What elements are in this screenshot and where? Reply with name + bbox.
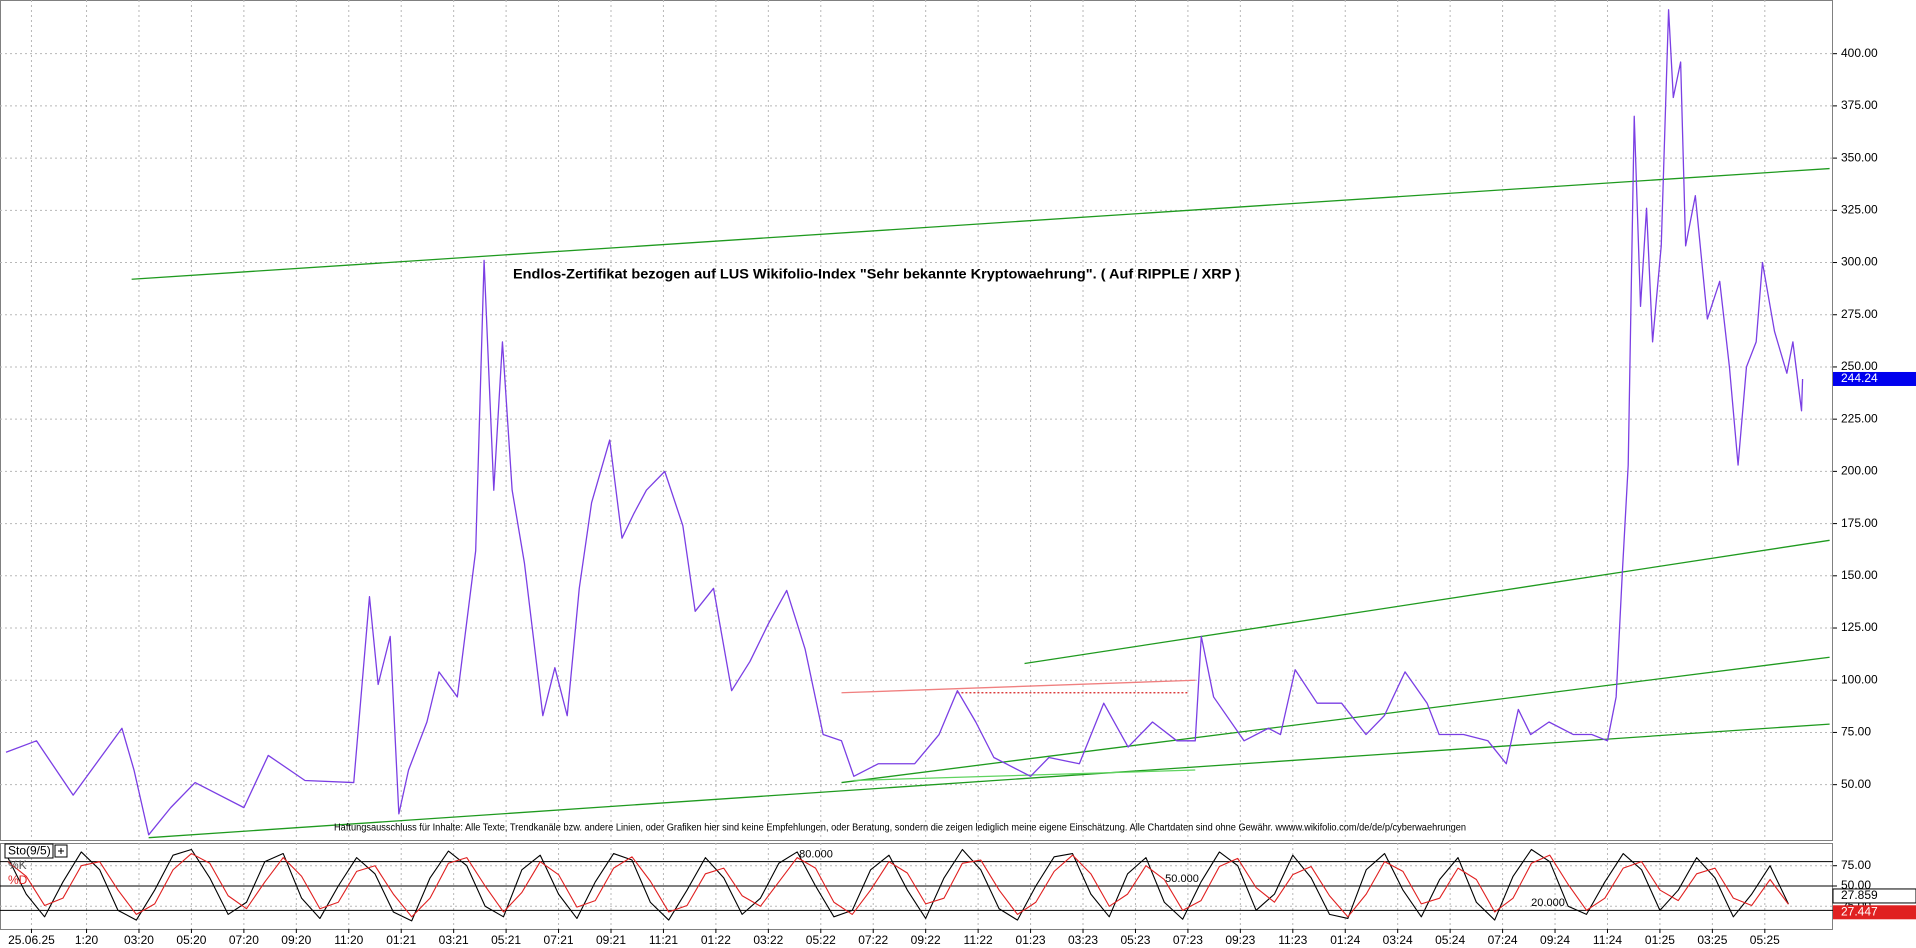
- trendline: [131, 167, 1830, 280]
- y-tick-label: 175.00: [1841, 516, 1878, 530]
- last-value-label: 27.859: [1841, 888, 1878, 902]
- y-tick-label: 375.00: [1841, 98, 1878, 112]
- trendline: [853, 769, 1196, 782]
- x-tick-label: 01:24: [1330, 933, 1360, 947]
- y-tick-label: 325.00: [1841, 202, 1878, 216]
- x-tick-label: 05:22: [806, 933, 836, 947]
- x-tick-label: 05:21: [491, 933, 521, 947]
- disclaimer: Haftungsausschluss für Inhalte: Alle Tex…: [334, 823, 1466, 834]
- x-tick-label: 11:21: [649, 933, 678, 947]
- x-tick-label: 03:21: [439, 933, 469, 947]
- x-tick-label: 1:20: [75, 933, 99, 947]
- x-tick-label: 03:22: [753, 933, 783, 947]
- level-label: 50.000: [1165, 873, 1199, 885]
- oscillator-line: [7, 853, 1789, 918]
- y-tick-label: 150.00: [1841, 568, 1878, 582]
- x-tick-label: 01:25: [1645, 933, 1675, 947]
- y-tick-label: 50.00: [1841, 777, 1871, 791]
- trendline: [1024, 539, 1830, 665]
- x-tick-label: 09:20: [281, 933, 311, 947]
- y-tick-label: 75.00: [1841, 858, 1871, 872]
- x-tick-label: 11:23: [1278, 933, 1307, 947]
- annotation: Endlos-Zertifikat bezogen auf LUS Wikifo…: [513, 266, 1240, 282]
- y-tick-label: 300.00: [1841, 255, 1878, 269]
- grid-layer: [0, 0, 1837, 933]
- oscillator-line: [7, 848, 1789, 922]
- indicator-box: [4, 843, 54, 859]
- y-tick-label: 100.00: [1841, 672, 1878, 686]
- x-tick-label: 11:22: [964, 933, 993, 947]
- x-tick-label: 03:23: [1068, 933, 1098, 947]
- y-tick-label: 225.00: [1841, 411, 1878, 425]
- panel-frame: [0, 0, 1833, 841]
- x-tick-label: 01:23: [1016, 933, 1046, 947]
- y-tick-label: 250.00: [1841, 359, 1878, 373]
- last-value-box: [1832, 888, 1916, 904]
- x-tick-label: 05:20: [176, 933, 206, 947]
- x-tick-label: 07:24: [1488, 933, 1518, 947]
- x-tick-label: 05:24: [1435, 933, 1465, 947]
- level-label: 20.000: [1531, 897, 1565, 909]
- y-tick-label: 275.00: [1841, 307, 1878, 321]
- x-tick-label: 03:25: [1697, 933, 1727, 947]
- x-tick-label: 09:21: [596, 933, 626, 947]
- last-value-label: 244.24: [1841, 371, 1878, 385]
- trendline: [841, 679, 1196, 694]
- x-tick-label: 09:22: [911, 933, 941, 947]
- x-tick-label: 09:23: [1225, 933, 1255, 947]
- trendline: [841, 656, 1830, 784]
- x-tick-label: 11:24: [1593, 933, 1622, 947]
- x-tick-label: 01:21: [386, 933, 416, 947]
- x-tick-label: 03:24: [1383, 933, 1413, 947]
- x-tick-label: 25.06.25: [8, 933, 55, 947]
- x-tick-label: 05:23: [1120, 933, 1150, 947]
- last-value-box: [1833, 371, 1916, 386]
- x-tick-label: 07:22: [858, 933, 888, 947]
- price-line: [5, 9, 1804, 836]
- x-tick-label: 03:20: [124, 933, 154, 947]
- trend-layer: [0, 167, 1833, 911]
- indicator-title: Sto(9/5): [8, 844, 51, 858]
- x-tick-label: 09:24: [1540, 933, 1570, 947]
- x-tick-label: 11:20: [334, 933, 363, 947]
- y-tick-label: 200.00: [1841, 464, 1878, 478]
- x-tick-label: 07:21: [544, 933, 574, 947]
- data-layer: [5, 9, 1804, 922]
- y-tick-label: 75.00: [1841, 725, 1871, 739]
- last-value-box: [1833, 905, 1916, 920]
- legend-label: %K: [8, 858, 27, 872]
- label-layer: Endlos-Zertifikat bezogen auf LUS Wikifo…: [4, 46, 1916, 947]
- x-tick-label: 07:20: [229, 933, 259, 947]
- x-tick-label: 01:22: [701, 933, 731, 947]
- y-tick-label: 400.00: [1841, 46, 1878, 60]
- trendline: [148, 723, 1830, 839]
- last-value-label: 27.447: [1841, 904, 1878, 918]
- x-tick-label: 07:23: [1173, 933, 1203, 947]
- y-tick-label: 125.00: [1841, 620, 1878, 634]
- legend-label: %D: [8, 873, 28, 887]
- level-label: 80.000: [799, 849, 833, 861]
- x-tick-label: 05:25: [1750, 933, 1780, 947]
- y-tick-label: 350.00: [1841, 150, 1878, 164]
